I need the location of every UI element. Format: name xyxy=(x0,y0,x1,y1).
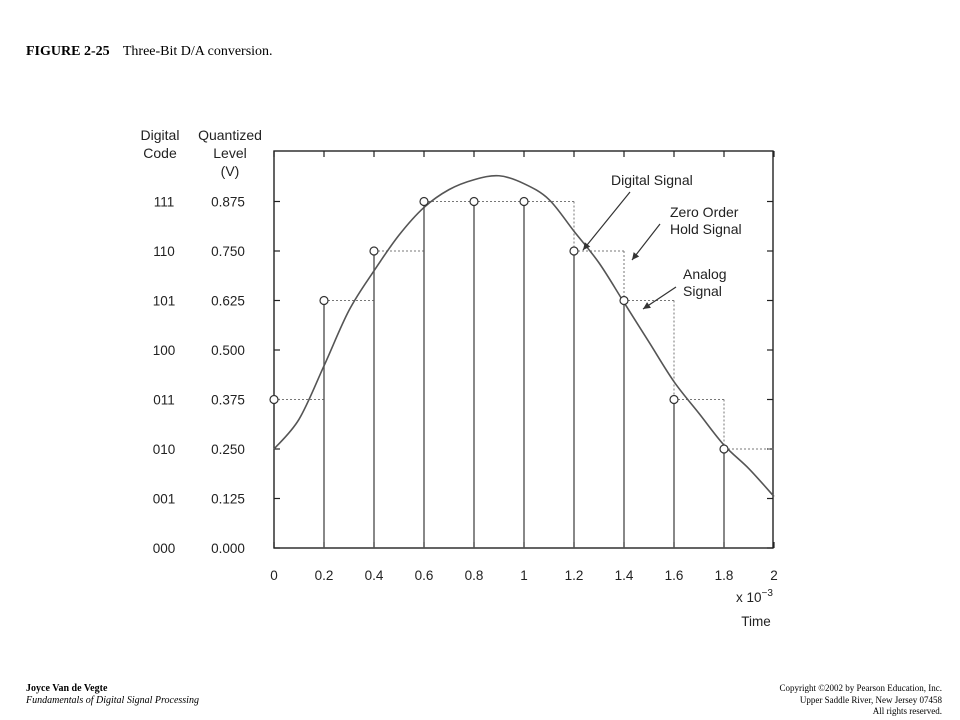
copyright-line: Upper Saddle River, New Jersey 07458 xyxy=(799,694,942,705)
digital-code-label: 101 xyxy=(153,294,176,309)
quantized-level-label: 0.500 xyxy=(211,343,245,358)
sample-marker xyxy=(669,394,679,405)
footer-author: Joyce Van de Vegte xyxy=(26,683,108,694)
x-tick-label: 0.6 xyxy=(415,568,434,583)
level-header-line: Quantized xyxy=(198,127,262,143)
annotation-pointer xyxy=(582,191,631,251)
sample-marker xyxy=(719,444,729,454)
digital-code-label: 000 xyxy=(153,541,176,556)
level-header-line: Level xyxy=(213,145,246,161)
quantized-level-label: 0.125 xyxy=(211,492,245,507)
x-tick-label: 1.4 xyxy=(615,568,634,583)
digital-code-label: 011 xyxy=(153,393,175,408)
footer-copyright: Copyright ©2002 by Pearson Education, In… xyxy=(779,683,942,718)
x-tick-label: 2 xyxy=(770,568,778,583)
digital-code-label: 010 xyxy=(153,442,176,457)
x-tick-label: 0.8 xyxy=(465,568,484,583)
annotation-arrowhead xyxy=(632,252,640,260)
sample-marker xyxy=(269,394,279,405)
annotation-arrowhead xyxy=(643,302,651,309)
quantized-level-label: 0.750 xyxy=(211,244,245,259)
sample-marker xyxy=(569,246,579,256)
quantized-level-label: 0.375 xyxy=(211,393,245,408)
sample-marker xyxy=(419,196,429,207)
x-tick-label: 0 xyxy=(270,568,278,583)
x-tick-label: 1 xyxy=(520,568,528,583)
figure-title: FIGURE 2-25 Three-Bit D/A conversion. xyxy=(26,44,273,60)
code-header-line: Digital xyxy=(141,127,180,143)
column-headers: Digital Code Quantized Level (V) xyxy=(141,127,262,179)
quantized-level-label: 0.000 xyxy=(211,541,245,556)
quantized-level-label: 0.250 xyxy=(211,442,245,457)
x-multiplier-base: x 10 xyxy=(736,590,762,605)
level-header-line: (V) xyxy=(221,163,240,179)
annotation-label: Zero Order xyxy=(670,204,739,220)
sample-marker xyxy=(369,246,379,256)
figure-number: FIGURE 2-25 xyxy=(26,44,110,59)
copyright-line: All rights reserved. xyxy=(872,706,942,716)
copyright-line: Copyright ©2002 by Pearson Education, In… xyxy=(779,683,942,693)
x-multiplier-label: x 10−3 xyxy=(736,588,773,605)
annotation-label: Signal xyxy=(683,283,722,299)
x-tick-label: 0.2 xyxy=(315,568,334,583)
quantized-level-label: 0.875 xyxy=(211,195,245,210)
x-tick-label: 1.6 xyxy=(665,568,684,583)
annotation-pointer xyxy=(631,223,661,261)
analog-curve xyxy=(273,174,775,498)
sample-marker xyxy=(319,295,329,306)
sample-markers xyxy=(269,196,729,454)
x-tick-label: 1.8 xyxy=(715,568,734,583)
annotation-label: Analog xyxy=(683,266,727,282)
analog-signal-series xyxy=(273,174,775,498)
annotation-label: Digital Signal xyxy=(611,172,693,188)
x-multiplier-exponent: −3 xyxy=(762,588,774,599)
quantized-level-label: 0.625 xyxy=(211,294,245,309)
y-axis-labels: 000 0.000 001 0.125 010 0.250 011 0.375 100 0.500… xyxy=(153,195,245,557)
x-axis-labels: 0 0.2 0.4 0.6 0.8 1 1.2 1.4 1.6 1.8 2 x 10−3 Time xyxy=(270,568,778,629)
footer-book: Fundamentals of Digital Signal Processin… xyxy=(26,695,199,706)
code-header-line: Code xyxy=(143,145,177,161)
digital-code-label: 100 xyxy=(153,343,176,358)
x-tick-label: 1.2 xyxy=(565,568,584,583)
sample-marker xyxy=(619,295,629,306)
figure-caption: Three-Bit D/A conversion. xyxy=(122,44,273,59)
digital-code-label: 001 xyxy=(153,492,176,507)
sample-marker xyxy=(519,196,529,207)
digital-code-label: 111 xyxy=(154,195,175,210)
sample-marker xyxy=(469,196,479,207)
x-axis-title: Time xyxy=(741,614,771,629)
digital-signal-series xyxy=(323,205,725,548)
x-tick-label: 0.4 xyxy=(365,568,384,583)
digital-code-label: 110 xyxy=(153,244,175,259)
annotation-arrowhead xyxy=(583,242,591,250)
footer-left: Joyce Van de Vegte Fundamentals of Digit… xyxy=(26,683,199,707)
annotation-label: Hold Signal xyxy=(670,221,742,237)
